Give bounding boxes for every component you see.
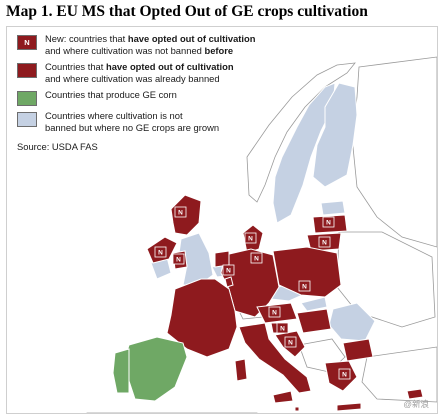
n-marker-denmark: N	[244, 232, 257, 244]
legend-swatch-no-ge	[17, 112, 37, 127]
legend-item-opt-out-banned: Countries that have opted out of cultiva…	[17, 61, 287, 84]
north-africa-outline	[86, 412, 258, 413]
svg-text:N: N	[322, 240, 327, 247]
crete	[336, 402, 362, 412]
n-marker-poland: N	[298, 280, 311, 292]
turkey-outline	[361, 346, 437, 403]
n-marker-belgium: N	[222, 264, 235, 276]
svg-text:N: N	[342, 372, 347, 379]
n-marker-latvia: N	[322, 216, 335, 228]
legend-swatch-ge-corn	[17, 91, 37, 106]
svg-text:N: N	[326, 220, 331, 227]
n-marker-greece: N	[338, 368, 351, 380]
ge-corn-countries	[112, 336, 188, 402]
finland	[312, 82, 358, 188]
svg-text:N: N	[158, 250, 163, 257]
svg-text:N: N	[248, 236, 253, 243]
poland	[272, 246, 342, 298]
n-marker-slovenia: N	[276, 322, 289, 334]
legend-item-ge-corn: Countries that produce GE corn	[17, 89, 287, 106]
n-marker-wales: N	[172, 253, 185, 265]
legend-item-new-opt-out: N New: countries that have opted out of …	[17, 33, 287, 56]
spain	[122, 336, 188, 402]
sweden	[272, 82, 336, 224]
legend-item-no-ge: Countries where cultivation is not banne…	[17, 110, 287, 133]
hungary	[296, 308, 332, 334]
belarus-ukraine-outline	[336, 231, 436, 328]
n-marker-scotland: N	[174, 206, 187, 218]
map-panel: N N N N N N N N N N N N N N New: countri…	[6, 26, 438, 414]
russia-outline	[351, 56, 437, 248]
n-marker-northern-ireland: N	[154, 246, 167, 258]
svg-text:N: N	[226, 268, 231, 275]
n-markers: N N N N N N N N N N N N N	[154, 206, 351, 380]
svg-text:N: N	[178, 210, 183, 217]
estonia	[320, 200, 346, 216]
luxembourg	[224, 276, 234, 288]
source-note: Source: USDA FAS	[17, 141, 98, 152]
n-marker-croatia: N	[284, 336, 297, 348]
bulgaria	[342, 338, 374, 362]
france	[166, 278, 238, 358]
n-marker-lithuania: N	[318, 236, 331, 248]
map-title: Map 1. EU MS that Opted Out of GE crops …	[6, 3, 368, 20]
italy	[238, 322, 312, 394]
svg-text:N: N	[272, 310, 277, 317]
europe-map: N N N N N N N N N N N N N	[86, 56, 437, 413]
sardinia	[234, 358, 248, 382]
map-legend: N New: countries that have opted out of …	[17, 33, 287, 153]
svg-text:N: N	[176, 257, 181, 264]
malta	[294, 406, 300, 412]
legend-swatch-opt-out-banned	[17, 63, 37, 78]
n-marker-austria: N	[268, 306, 281, 318]
watermark: @新浪	[403, 399, 429, 409]
legend-swatch-new-opt-out: N	[17, 35, 37, 50]
svg-text:N: N	[302, 284, 307, 291]
portugal	[112, 348, 130, 394]
cyprus	[406, 388, 424, 400]
svg-text:N: N	[288, 340, 293, 347]
n-marker-germany: N	[250, 252, 263, 264]
slovakia	[300, 296, 328, 312]
sicily	[272, 390, 294, 404]
svg-text:N: N	[254, 256, 259, 263]
svg-text:N: N	[280, 326, 285, 333]
